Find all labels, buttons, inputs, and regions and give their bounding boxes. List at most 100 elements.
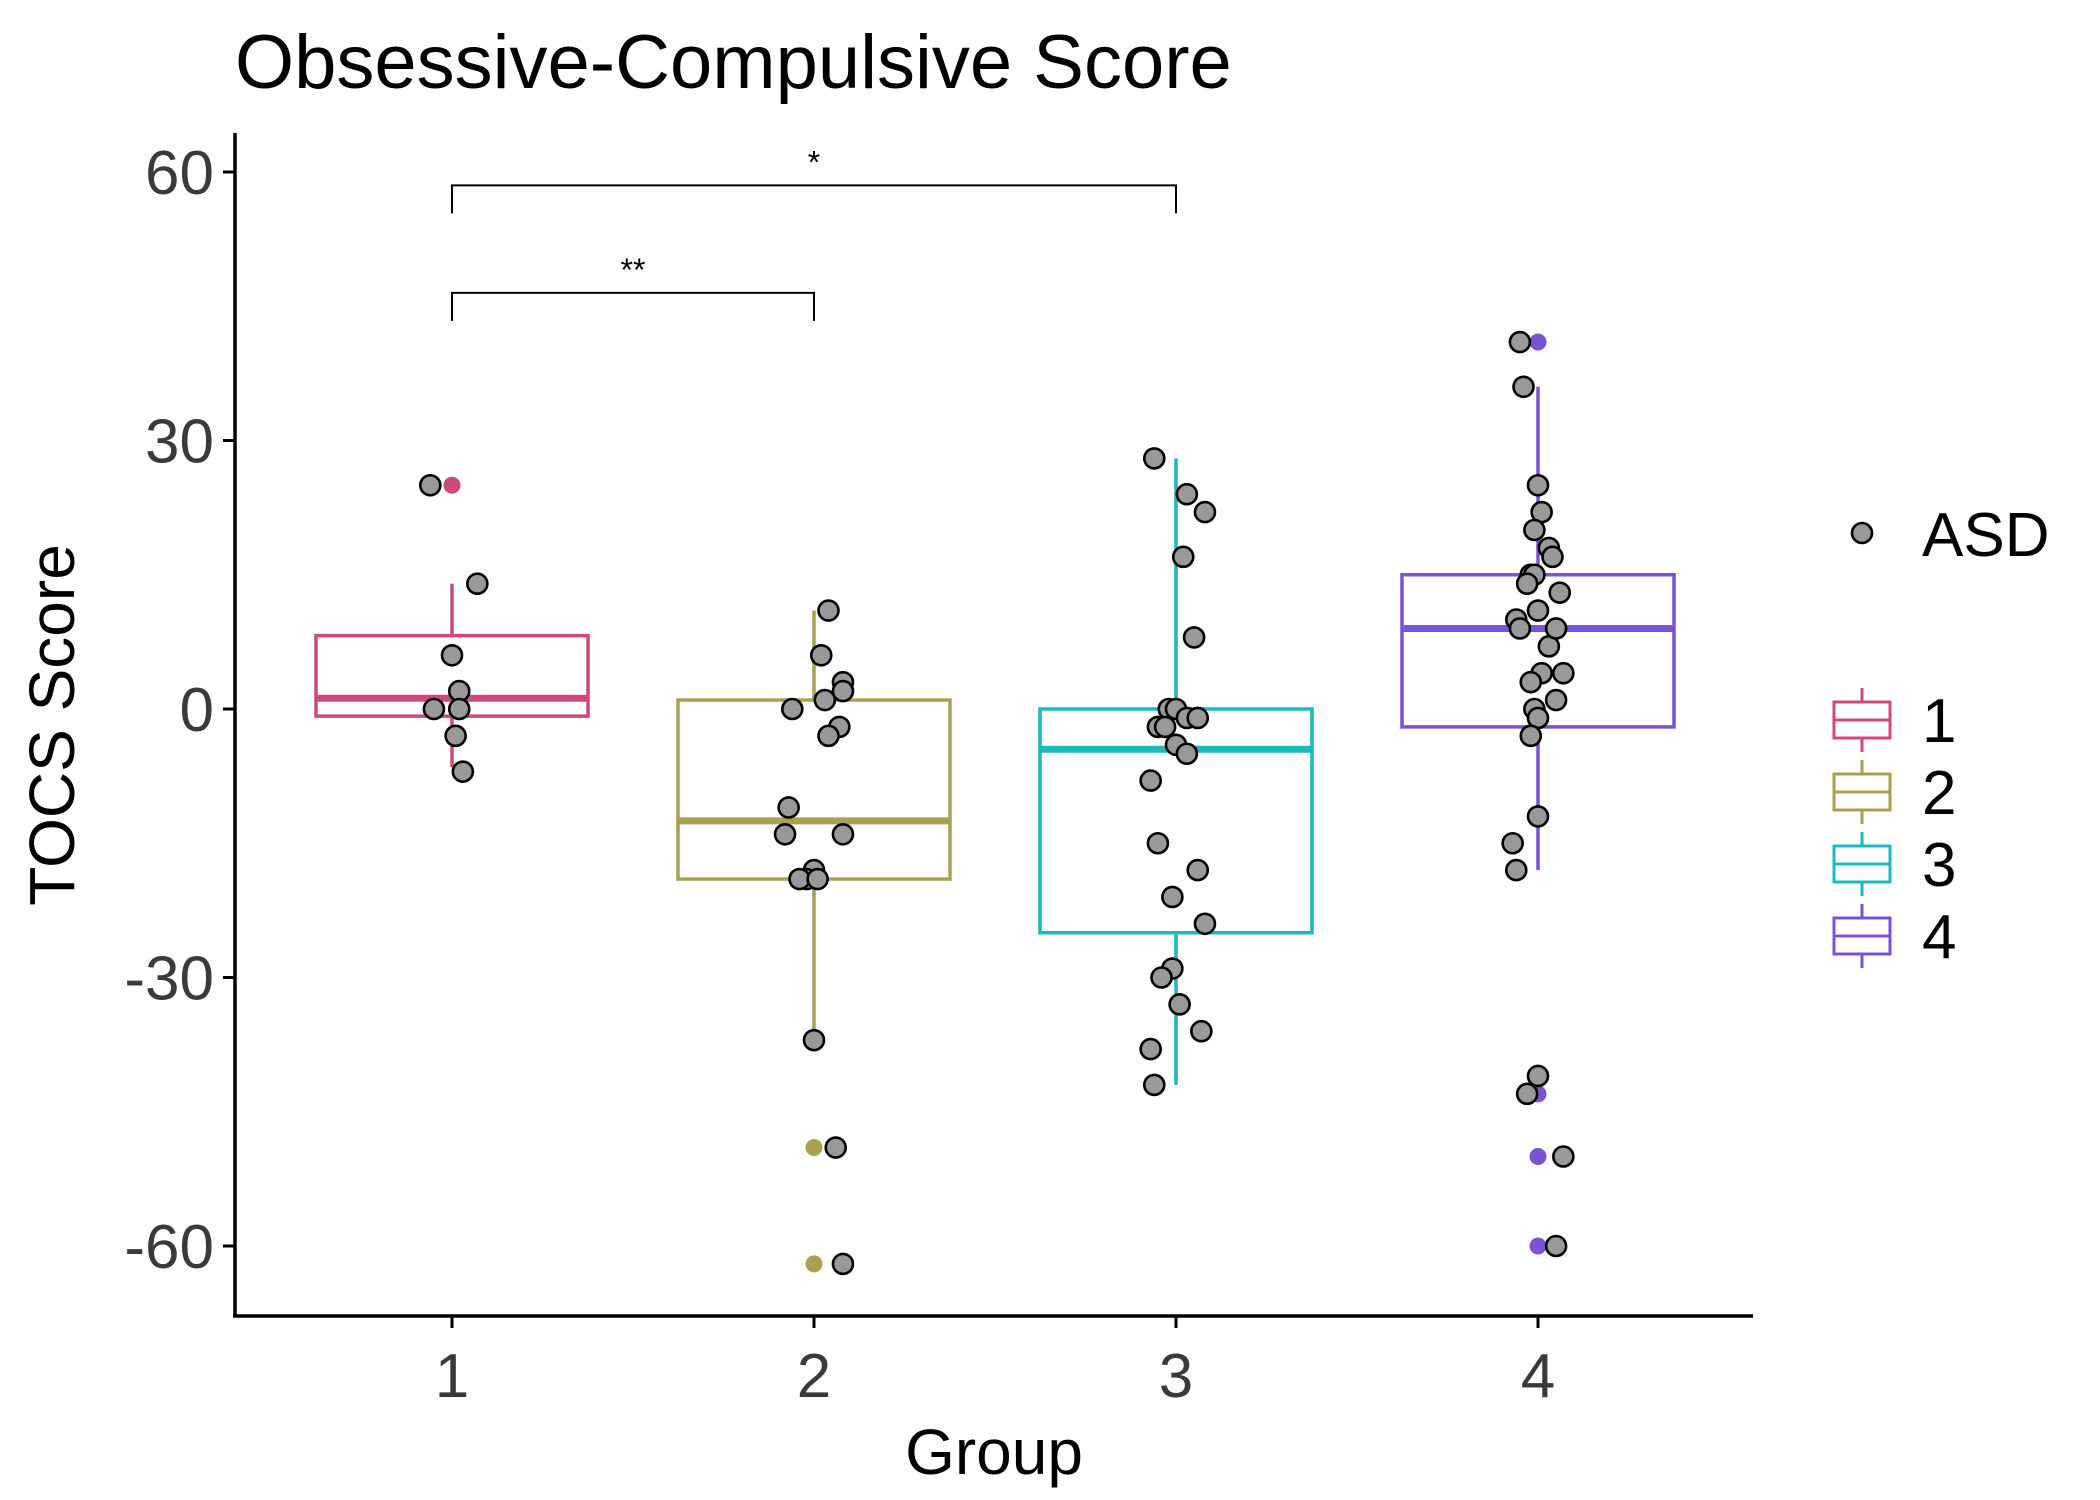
data-point — [1142, 447, 1166, 470]
data-point — [444, 724, 467, 748]
data-point — [824, 1136, 848, 1159]
data-point — [1512, 375, 1535, 399]
data-point — [1168, 993, 1191, 1016]
data-point — [831, 1252, 855, 1276]
data-point — [1175, 482, 1199, 506]
data-point — [777, 796, 800, 819]
data-point — [447, 697, 471, 721]
data-point — [1504, 858, 1528, 882]
data-point — [1526, 805, 1550, 828]
x-tick-label: 2 — [797, 1342, 831, 1411]
data-point — [1526, 473, 1550, 497]
data-point — [466, 572, 489, 596]
data-point — [451, 760, 475, 783]
data-point — [1526, 1064, 1550, 1088]
legend-item-4: 4 — [1832, 903, 1956, 972]
data-point — [1186, 706, 1210, 730]
bracket-line — [451, 184, 1177, 214]
data-point — [1182, 626, 1206, 649]
significance-bracket: ** — [451, 252, 815, 321]
data-point — [1544, 688, 1568, 712]
data-point — [1153, 715, 1177, 739]
data-point — [1541, 545, 1564, 569]
x-tick-label: 3 — [1159, 1342, 1193, 1411]
x-tick-label: 1 — [435, 1342, 469, 1411]
significance-label: * — [808, 144, 820, 180]
data-point — [1193, 500, 1217, 524]
y-tick-label: 60 — [145, 139, 214, 208]
y-tick-label: -30 — [124, 945, 214, 1014]
data-point — [1552, 661, 1575, 685]
outlier-point — [1529, 333, 1547, 351]
box-group-4 — [1400, 333, 1676, 1255]
box — [676, 698, 952, 881]
data-point — [813, 688, 837, 712]
data-point — [1142, 1073, 1166, 1097]
data-point — [809, 643, 833, 667]
data-point — [817, 599, 840, 622]
data-point — [831, 679, 855, 703]
data-point — [1150, 966, 1173, 989]
data-point — [422, 697, 446, 721]
legend-label: ASD — [1922, 501, 2049, 570]
outlier-point — [1529, 1237, 1547, 1255]
bracket-line — [451, 291, 815, 321]
legend-asd: ASD — [1850, 501, 2049, 570]
y-tick-label: -60 — [124, 1213, 214, 1282]
outlier-point — [805, 1139, 823, 1157]
box-group-1 — [314, 476, 590, 768]
legend-item-2: 2 — [1832, 759, 1956, 828]
data-point — [817, 724, 840, 748]
y-tick-label: 30 — [145, 408, 214, 477]
outlier-point — [1529, 1148, 1547, 1165]
legend-label: 3 — [1922, 831, 1956, 900]
data-point — [1544, 1234, 1568, 1258]
legend-label: 1 — [1922, 687, 1956, 756]
data-point — [1523, 518, 1546, 542]
x-axis-title: Group — [905, 1416, 1083, 1488]
significance-label: ** — [621, 252, 646, 288]
data-point — [773, 822, 797, 846]
data-point — [1515, 572, 1539, 596]
data-point — [1519, 670, 1543, 694]
data-point — [1139, 769, 1162, 792]
data-point — [1508, 617, 1532, 640]
data-point — [1526, 599, 1550, 622]
data-point — [780, 697, 804, 721]
data-point — [1519, 724, 1543, 748]
data-point — [418, 473, 442, 497]
data-point — [1175, 742, 1199, 766]
data-point — [1146, 831, 1170, 855]
data-point — [1161, 885, 1184, 909]
box-group-2 — [676, 610, 952, 1273]
data-point — [1515, 1082, 1539, 1106]
data-point — [1501, 831, 1524, 855]
data-point — [1190, 1019, 1213, 1043]
legend-item-1: 1 — [1832, 687, 1956, 756]
chart-title: Obsessive-Compulsive Score — [235, 20, 1232, 105]
legend-item-3: 3 — [1832, 831, 1956, 900]
y-axis-title: TOCS Score — [16, 544, 88, 906]
data-point — [1139, 1037, 1162, 1061]
data-point — [831, 822, 855, 846]
data-point — [1552, 1145, 1575, 1168]
legend-label: 4 — [1922, 903, 1956, 972]
legend-label: 2 — [1922, 759, 1956, 828]
legend-point-icon — [1850, 521, 1874, 545]
x-tick-label: 4 — [1521, 1342, 1555, 1411]
y-tick-label: 0 — [180, 676, 214, 745]
data-point — [1186, 858, 1210, 882]
data-point — [1508, 330, 1532, 354]
data-point — [1544, 617, 1568, 640]
significance-bracket: * — [451, 144, 1177, 214]
axes: 60 30 0 -30 -60 1 2 3 4 — [124, 133, 1753, 1411]
data-point — [440, 643, 464, 667]
data-point — [1171, 545, 1195, 569]
data-point — [802, 1028, 826, 1052]
data-point — [1193, 912, 1217, 936]
outlier-point — [805, 1255, 823, 1273]
data-point — [806, 867, 829, 891]
plot-area: *** — [314, 144, 1676, 1276]
